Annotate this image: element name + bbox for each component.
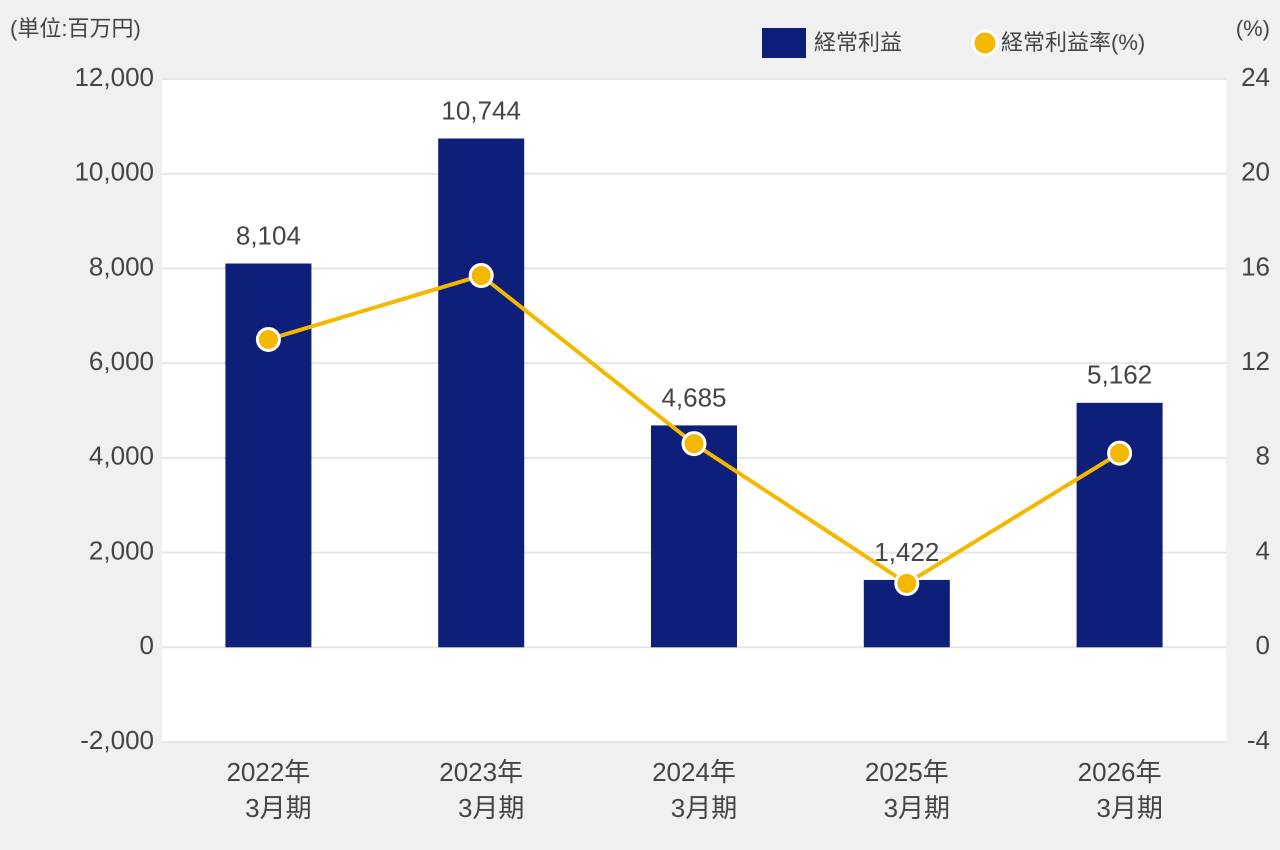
bar (651, 425, 737, 648)
data-label: 8,104 (236, 220, 301, 250)
y2-tick-label: 24 (1241, 62, 1270, 92)
y-tick-label: 4,000 (89, 441, 154, 471)
y-tick-label: 8,000 (89, 251, 154, 281)
x-tick-label: 2026年 3月期 (1078, 757, 1163, 823)
unit-right: (%) (1236, 16, 1270, 41)
x-tick-line: 3月期 (671, 793, 737, 823)
bar (1076, 402, 1163, 648)
data-label: 10,744 (441, 95, 521, 125)
y2-tick-label: 20 (1241, 157, 1270, 187)
x-tick-line: 2026年 (1078, 757, 1162, 787)
x-tick-line: 3月期 (245, 793, 311, 823)
bar (225, 263, 312, 648)
y2-tick-label: 4 (1256, 535, 1270, 565)
x-tick-line: 2022年 (226, 757, 310, 787)
y-tick-label: 2,000 (89, 535, 154, 565)
legend-swatch (971, 29, 999, 57)
line-point (894, 570, 920, 596)
x-tick-line: 3月期 (884, 793, 950, 823)
legend-label: 経常利益率(%) (1001, 30, 1145, 55)
y-tick-label: -2,000 (80, 725, 154, 755)
x-tick-line: 2024年 (652, 757, 736, 787)
y2-tick-label: -4 (1247, 725, 1270, 755)
x-tick-line: 2025年 (865, 757, 949, 787)
line-point (681, 431, 707, 457)
y2-tick-label: 8 (1256, 441, 1270, 471)
line-point (468, 263, 494, 289)
y2-tick-label: 16 (1241, 251, 1270, 281)
line-point (255, 326, 281, 352)
data-label: 4,685 (661, 382, 726, 412)
data-label: 5,162 (1087, 360, 1152, 390)
data-label: 1,422 (874, 537, 939, 567)
y-tick-label: 12,000 (74, 62, 154, 92)
x-tick-label: 2025年 3月期 (865, 757, 950, 823)
y2-tick-label: 0 (1256, 630, 1270, 660)
legend-label: 経常利益 (814, 30, 902, 55)
unit-left: (単位:百万円) (10, 16, 141, 41)
y-tick-label: 10,000 (74, 157, 154, 187)
y-tick-label: 0 (140, 630, 154, 660)
y2-tick-label: 12 (1241, 346, 1270, 376)
bar (438, 138, 525, 648)
legend-swatch (762, 28, 806, 58)
x-tick-label: 2022年 3月期 (226, 757, 311, 823)
x-tick-line: 2023年 (439, 757, 523, 787)
x-tick-line: 3月期 (1096, 793, 1162, 823)
x-tick-line: 3月期 (458, 793, 524, 823)
x-tick-label: 2024年 3月期 (652, 757, 737, 823)
x-tick-label: 2023年 3月期 (439, 757, 524, 823)
y-tick-label: 6,000 (89, 346, 154, 376)
line-point (1107, 440, 1133, 466)
